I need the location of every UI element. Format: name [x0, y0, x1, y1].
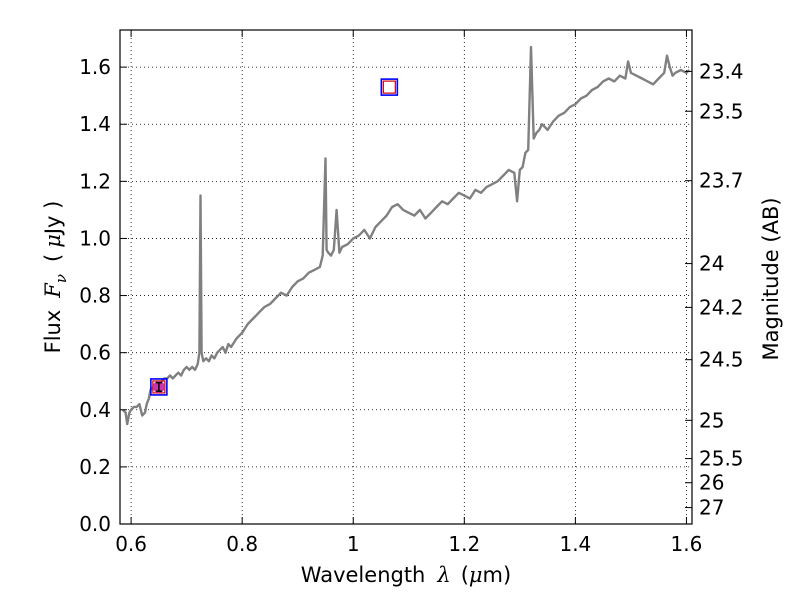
magnitude-tick-label: 24.2	[699, 295, 744, 319]
y-tick-label: 1.0	[79, 226, 111, 250]
x-tick-label: 1	[347, 532, 360, 556]
magnitude-tick-label: 23.5	[699, 99, 744, 123]
magnitude-tick-label: 24	[699, 252, 724, 276]
photometry-square-marker	[380, 78, 399, 96]
y-tick-label: 1.6	[79, 55, 111, 79]
magnitude-tick-label: 25	[699, 408, 724, 432]
series-layer	[121, 45, 691, 426]
y-tick-label: 0.4	[79, 398, 111, 422]
y-tick-label: 0.0	[79, 512, 111, 536]
x-tick-label: 1.2	[448, 532, 480, 556]
x-axis: 0.6 0.8 1 1.2 1.4 1.6	[115, 30, 702, 556]
x-tick-label: 0.8	[226, 532, 258, 556]
grid-lines	[120, 30, 692, 525]
plot-frame	[119, 29, 693, 525]
y-tick-label: 0.6	[79, 341, 111, 365]
x-axis-label: Wavelength λ (μm)	[301, 563, 511, 587]
y-tick-label: 0.2	[79, 455, 111, 479]
y-axis: 0.0 0.2 0.4 0.6 0.8 1.0 1.2 1.4 1.6	[79, 55, 127, 536]
marker-layer	[150, 78, 399, 396]
photometry-square-inner-marker	[382, 80, 396, 94]
magnitude-tick-label: 26	[699, 471, 724, 495]
magnitude-axis-label: Magnitude (AB)	[759, 197, 783, 360]
y-tick-label: 1.2	[79, 169, 111, 193]
photometry-square-marker	[150, 378, 168, 396]
x-tick-label: 1.4	[559, 532, 591, 556]
y-axis-label: FluxFν(μJy )	[41, 201, 70, 354]
magnitude-tick-label: 23.7	[699, 169, 744, 193]
y-tick-label: 1.4	[79, 112, 111, 136]
spectrum-line	[121, 45, 691, 426]
magnitude-tick-label: 23.4	[699, 59, 744, 83]
y-tick-label: 0.8	[79, 284, 111, 308]
x-tick-label: 0.6	[115, 532, 147, 556]
magnitude-tick-label: 27	[699, 496, 724, 520]
x-tick-label: 1.6	[671, 532, 703, 556]
magnitude-tick-label: 25.5	[699, 447, 744, 471]
magnitude-tick-label: 24.5	[699, 348, 744, 372]
